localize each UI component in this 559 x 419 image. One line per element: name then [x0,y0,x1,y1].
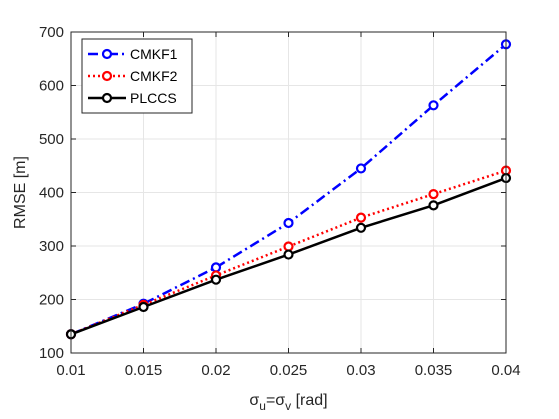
x-tick-label: 0.04 [491,362,520,379]
legend-label: PLCCS [130,90,177,106]
legend-item-cmkf1: CMKF1 [88,46,178,62]
x-tick-label: 0.025 [270,362,308,379]
legend-marker [101,92,113,104]
x-axis-label-sigma-u: σ [249,392,259,409]
legend-label: CMKF1 [130,46,178,62]
y-tick-label: 700 [39,24,64,41]
legend-marker [101,48,113,60]
data-point [355,212,367,223]
y-tick-label: 500 [39,131,64,148]
tick-labels: 0.01 0.015 0.02 0.025 0.03 0.035 0.04 100 200 300… [39,24,521,379]
data-point [355,222,367,233]
x-tick-label: 0.035 [415,362,453,379]
data-point [428,200,439,211]
data-point [428,100,439,111]
legend-box [81,38,193,114]
data-point [283,249,294,260]
y-tick-label: 600 [39,78,64,95]
data-point [210,262,222,273]
legend-item-cmkf2: CMKF2 [88,68,178,84]
data-point [138,301,149,313]
data-point [355,163,367,174]
x-axis-label-unit: [rad] [291,392,327,409]
data-point [283,241,294,252]
x-tick-label: 0.015 [125,362,163,379]
x-axis-label: σu=σv [rad] [249,392,327,413]
data-point [428,189,439,200]
legend-marker [101,70,113,82]
y-axis-label: RMSE [m] [12,156,29,229]
y-tick-label: 200 [39,292,64,309]
x-axis-label-eq-sigma-v: =σ [266,392,285,409]
y-tick-label: 300 [39,238,64,255]
x-axis-label-sub-u: u [259,399,266,413]
y-tick-label: 100 [39,345,64,362]
legend: CMKF1 CMKF2 PLCCS [81,38,193,114]
legend-label: CMKF2 [130,68,178,84]
x-tick-label: 0.02 [201,362,230,379]
data-point [283,217,294,229]
legend-item-plccs: PLCCS [88,90,177,106]
x-tick-label: 0.03 [346,362,375,379]
axis-ticks [70,31,507,354]
y-tick-label: 400 [39,185,64,202]
data-point [210,274,222,285]
x-axis-label-sub-v: v [285,399,291,413]
x-tick-label: 0.01 [56,362,85,379]
